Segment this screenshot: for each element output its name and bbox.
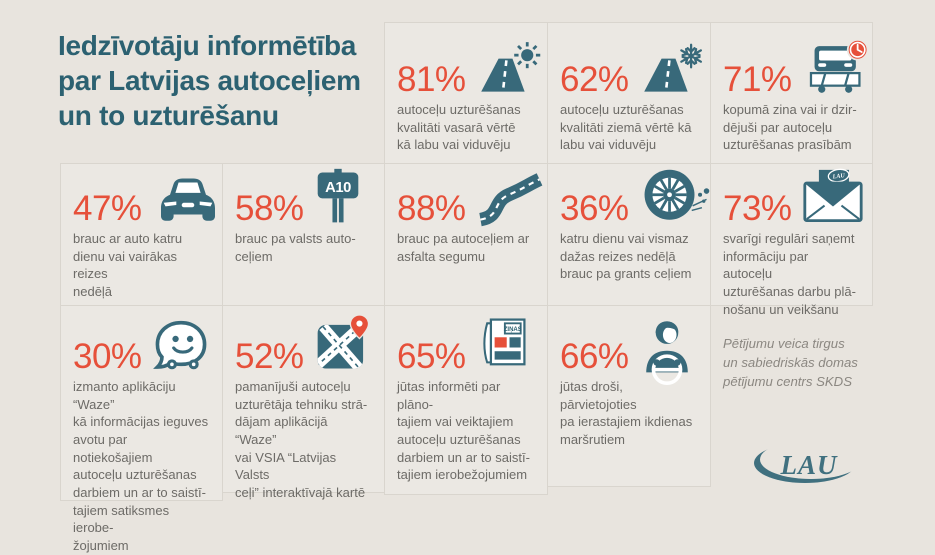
stat-description: autoceļu uzturēšanas kvalitāti ziemā vēr…: [560, 102, 692, 153]
envelope-icon: LAU: [802, 168, 863, 222]
newspaper-label: ZIŅAS: [503, 328, 521, 334]
stat-head: 58% A10: [235, 168, 372, 228]
stat-card-info-importance: 73% LAU svarīgi regulāri saņemt informāc…: [710, 163, 873, 317]
stat-description: jūtas informēti par plāno- tajiem vai ve…: [397, 379, 530, 483]
stat-head: 36%: [560, 169, 709, 228]
stat-value: 30%: [73, 336, 142, 376]
stat-card-waze-usage: 30% izmanto aplikāciju “Waze” kā informā…: [60, 305, 223, 553]
road-winter-icon: [643, 43, 702, 92]
waze-icon: [152, 321, 206, 370]
stat-description: brauc pa autoceļiem ar asfalta segumu: [397, 231, 530, 264]
tire-icon: [644, 169, 709, 220]
lau-logo: LAU: [752, 440, 864, 492]
stat-head: 73% LAU: [723, 168, 863, 228]
stat-description: izmanto aplikāciju “Waze” kā informācija…: [73, 379, 209, 554]
stat-head: 81%: [397, 42, 540, 99]
stat-head: 30%: [73, 321, 210, 376]
stat-value: 62%: [560, 59, 629, 99]
stat-value: 71%: [723, 59, 792, 99]
road-sign-label: A10: [325, 180, 351, 196]
stat-description: svarīgi regulāri saņemt informāciju par …: [723, 231, 856, 317]
envelope-seal-label: LAU: [831, 173, 845, 181]
truck-clock-icon: [809, 39, 868, 94]
stat-description: jūtas droši, pārvietojoties pa ierastaji…: [560, 379, 693, 448]
stat-head: 52%: [235, 314, 372, 376]
driver-icon: [645, 320, 688, 385]
stat-description: kopumā zina vai ir dzir- dējuši par auto…: [723, 102, 857, 153]
stat-description: pamanījuši autoceļu uzturētāja tehniku s…: [235, 379, 368, 501]
stat-value: 58%: [235, 188, 304, 228]
stat-card-winter-quality: 62% autoceļu uzturēšanas kvalitāti ziemā…: [547, 22, 711, 164]
stat-description: brauc ar auto katru dienu vai vairākas r…: [73, 231, 183, 300]
stat-value: 81%: [397, 59, 466, 99]
road-summer-icon: [480, 42, 540, 92]
stat-card-gravel-roads: 36% k: [547, 163, 711, 306]
stat-head: 47%: [73, 178, 215, 228]
stat-head: 71%: [723, 39, 868, 99]
lau-logo-icon: LAU: [754, 440, 862, 483]
stat-card-state-roads: 58% A10 brauc pa valsts auto- ceļiem: [222, 163, 385, 306]
newspaper-icon: ZIŅAS: [482, 318, 526, 366]
stat-card-feel-safe: 66% jūtas droši, pārvietojoties pa ieras…: [547, 305, 711, 487]
stat-head: 65% ZIŅAS: [397, 318, 535, 376]
stat-value: 52%: [235, 336, 304, 376]
stat-card-maintenance-awareness: 71% kopumā zina vai ir dzir- dējuši par …: [710, 22, 873, 164]
stat-card-feel-informed: 65% ZIŅAS jūtas informēti par plāno- taj…: [384, 305, 548, 495]
stat-card-asphalt-roads: 88% brauc pa autoceļiem ar asfalta segum…: [384, 163, 548, 306]
stat-head: 88%: [397, 173, 542, 228]
stat-card-summer-quality: 81% autoceļu uzturēšanas kvalitāti vasar…: [384, 22, 548, 164]
car-icon: [160, 178, 215, 221]
stat-head: 62%: [560, 43, 702, 99]
infographic-page: { "colors": { "background": "#e8e4de", "…: [58, 22, 873, 554]
stat-card-map-noticed: 52% pamanījuši autoceļu uzturētāja tehni…: [222, 305, 385, 500]
stat-value: 36%: [560, 188, 629, 228]
map-pin-icon: [317, 314, 369, 369]
page-title: Iedzīvotāju informētība par Latvijas aut…: [58, 30, 361, 131]
stat-description: brauc pa valsts auto- ceļiem: [235, 231, 356, 264]
stat-description: katru dienu vai vismaz dažas reizes nedē…: [560, 231, 692, 282]
stat-value: 88%: [397, 188, 466, 228]
stat-value: 65%: [397, 336, 466, 376]
stat-value: 73%: [723, 188, 792, 228]
stat-head: 66%: [560, 320, 698, 385]
stat-value: 47%: [73, 188, 142, 228]
stat-value: 66%: [560, 336, 629, 376]
road-sign-icon: A10: [317, 168, 358, 223]
stat-card-drive-frequency: 47% brauc ar auto katru dienu vai vairāk…: [60, 163, 223, 306]
source-note: Pētījumu veica tirgus un sabiedriskās do…: [723, 336, 858, 390]
lau-logo-text: LAU: [780, 450, 839, 480]
winding-road-icon: [478, 173, 542, 227]
stat-description: autoceļu uzturēšanas kvalitāti vasarā vē…: [397, 102, 521, 153]
